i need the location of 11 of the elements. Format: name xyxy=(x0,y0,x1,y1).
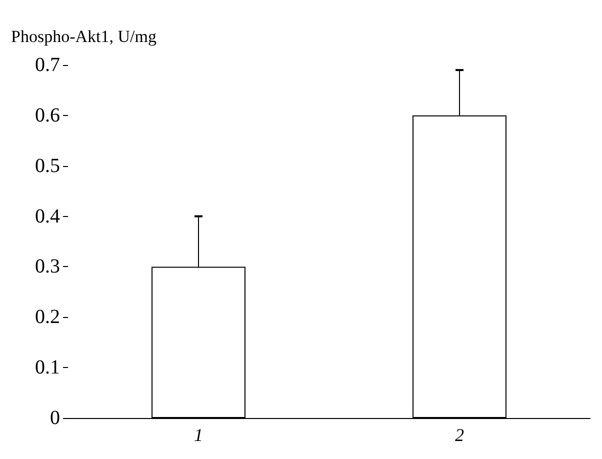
y-tick-label: 0.7 xyxy=(35,54,60,76)
x-tick-label: 1 xyxy=(194,425,203,445)
y-tick-label: 0.3 xyxy=(35,256,60,278)
y-tick-label: 0.4 xyxy=(35,205,60,228)
x-tick-label: 2 xyxy=(455,425,464,445)
y-tick-label: 0.6 xyxy=(35,104,60,126)
y-tick-label: 0.1 xyxy=(35,356,60,379)
y-tick-label: 0.2 xyxy=(35,306,60,328)
y-tick-label: 0.5 xyxy=(35,154,60,177)
y-axis-title: Phospho-Akt1, U/mg xyxy=(11,27,157,46)
y-tick-label: 0 xyxy=(50,407,60,429)
